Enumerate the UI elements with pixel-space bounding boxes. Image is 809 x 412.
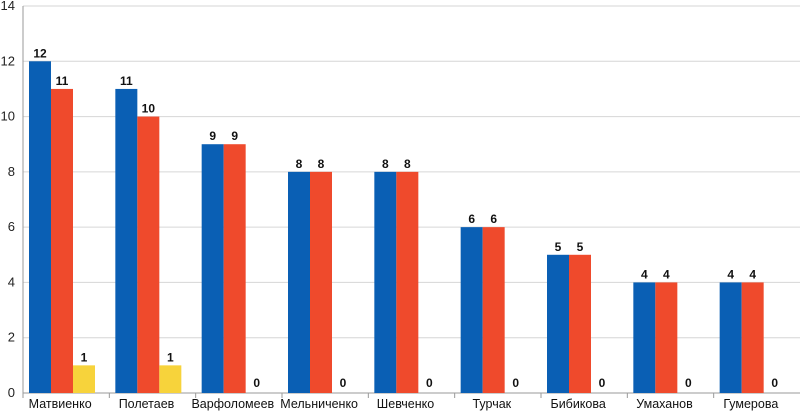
bar-value-label: 8 <box>382 157 389 171</box>
bar-series-2 <box>482 227 505 393</box>
bar-series-1 <box>201 144 224 393</box>
bar-value-label: 4 <box>663 267 670 281</box>
bar-series-2 <box>310 171 332 393</box>
bar-series-1 <box>719 282 742 393</box>
bar-value-label: 1 <box>167 350 174 364</box>
y-tick-label: 0 <box>8 385 15 400</box>
bar-value-label: 9 <box>231 129 238 143</box>
y-tick-label: 8 <box>8 164 15 179</box>
y-tick-label: 10 <box>1 109 15 124</box>
bar-value-label: 0 <box>771 376 778 390</box>
bar-series-3 <box>73 365 95 393</box>
bar-value-label: 0 <box>426 376 433 390</box>
y-tick-label: 2 <box>8 330 15 345</box>
bar-series-1 <box>374 171 397 393</box>
bar-series-2 <box>137 116 160 394</box>
bar-series-1 <box>460 227 483 393</box>
bar-value-label: 4 <box>727 267 734 281</box>
bar-series-2 <box>655 282 678 393</box>
bar-series-1 <box>29 61 51 394</box>
bar-series-1 <box>288 171 310 393</box>
bar-value-label: 6 <box>468 212 475 226</box>
bar-series-3 <box>159 365 182 393</box>
bar-value-label: 11 <box>56 74 69 88</box>
x-category-label: Турчак <box>473 397 512 411</box>
bar-value-label: 10 <box>142 102 156 116</box>
y-tick-label: 6 <box>8 219 15 234</box>
bar-series-2 <box>741 282 764 393</box>
x-category-label: Варфоломеев <box>191 397 274 411</box>
bar-value-label: 12 <box>33 46 47 60</box>
bar-value-label: 0 <box>685 376 692 390</box>
x-category-label: Матвиенко <box>29 397 92 411</box>
bar-value-label: 4 <box>749 267 756 281</box>
bar-value-label: 8 <box>296 157 303 171</box>
bar-value-label: 4 <box>641 267 648 281</box>
bar-value-label: 0 <box>512 376 519 390</box>
bar-series-2 <box>51 88 73 393</box>
bar-value-label: 9 <box>209 129 216 143</box>
x-category-label: Гумерова <box>723 397 778 411</box>
bar-value-label: 11 <box>120 74 133 88</box>
x-category-label: Полетаев <box>119 397 175 411</box>
bar-series-1 <box>115 88 138 393</box>
bar-value-label: 5 <box>555 240 562 254</box>
bar-series-1 <box>633 282 656 393</box>
bar-value-label: 0 <box>253 376 260 390</box>
bar-value-label: 0 <box>340 376 347 390</box>
bar-value-label: 0 <box>599 376 606 390</box>
x-category-label: Мельниченко <box>280 397 358 411</box>
bar-series-2 <box>396 171 419 393</box>
bar-value-label: 8 <box>318 157 325 171</box>
bar-series-1 <box>547 254 569 393</box>
bar-series-2 <box>223 144 246 393</box>
bar-series-2 <box>569 254 591 393</box>
bar-value-label: 1 <box>81 350 88 364</box>
bars <box>29 61 764 394</box>
x-category-label: Шевченко <box>377 397 434 411</box>
bar-value-label: 6 <box>490 212 497 226</box>
x-category-label: Бибикова <box>550 397 605 411</box>
y-tick-label: 14 <box>1 0 15 13</box>
y-tick-label: 12 <box>1 53 15 68</box>
bar-value-label: 8 <box>404 157 411 171</box>
bar-value-label: 5 <box>577 240 584 254</box>
x-category-label: Умаханов <box>636 397 693 411</box>
y-tick-label: 4 <box>8 274 15 289</box>
